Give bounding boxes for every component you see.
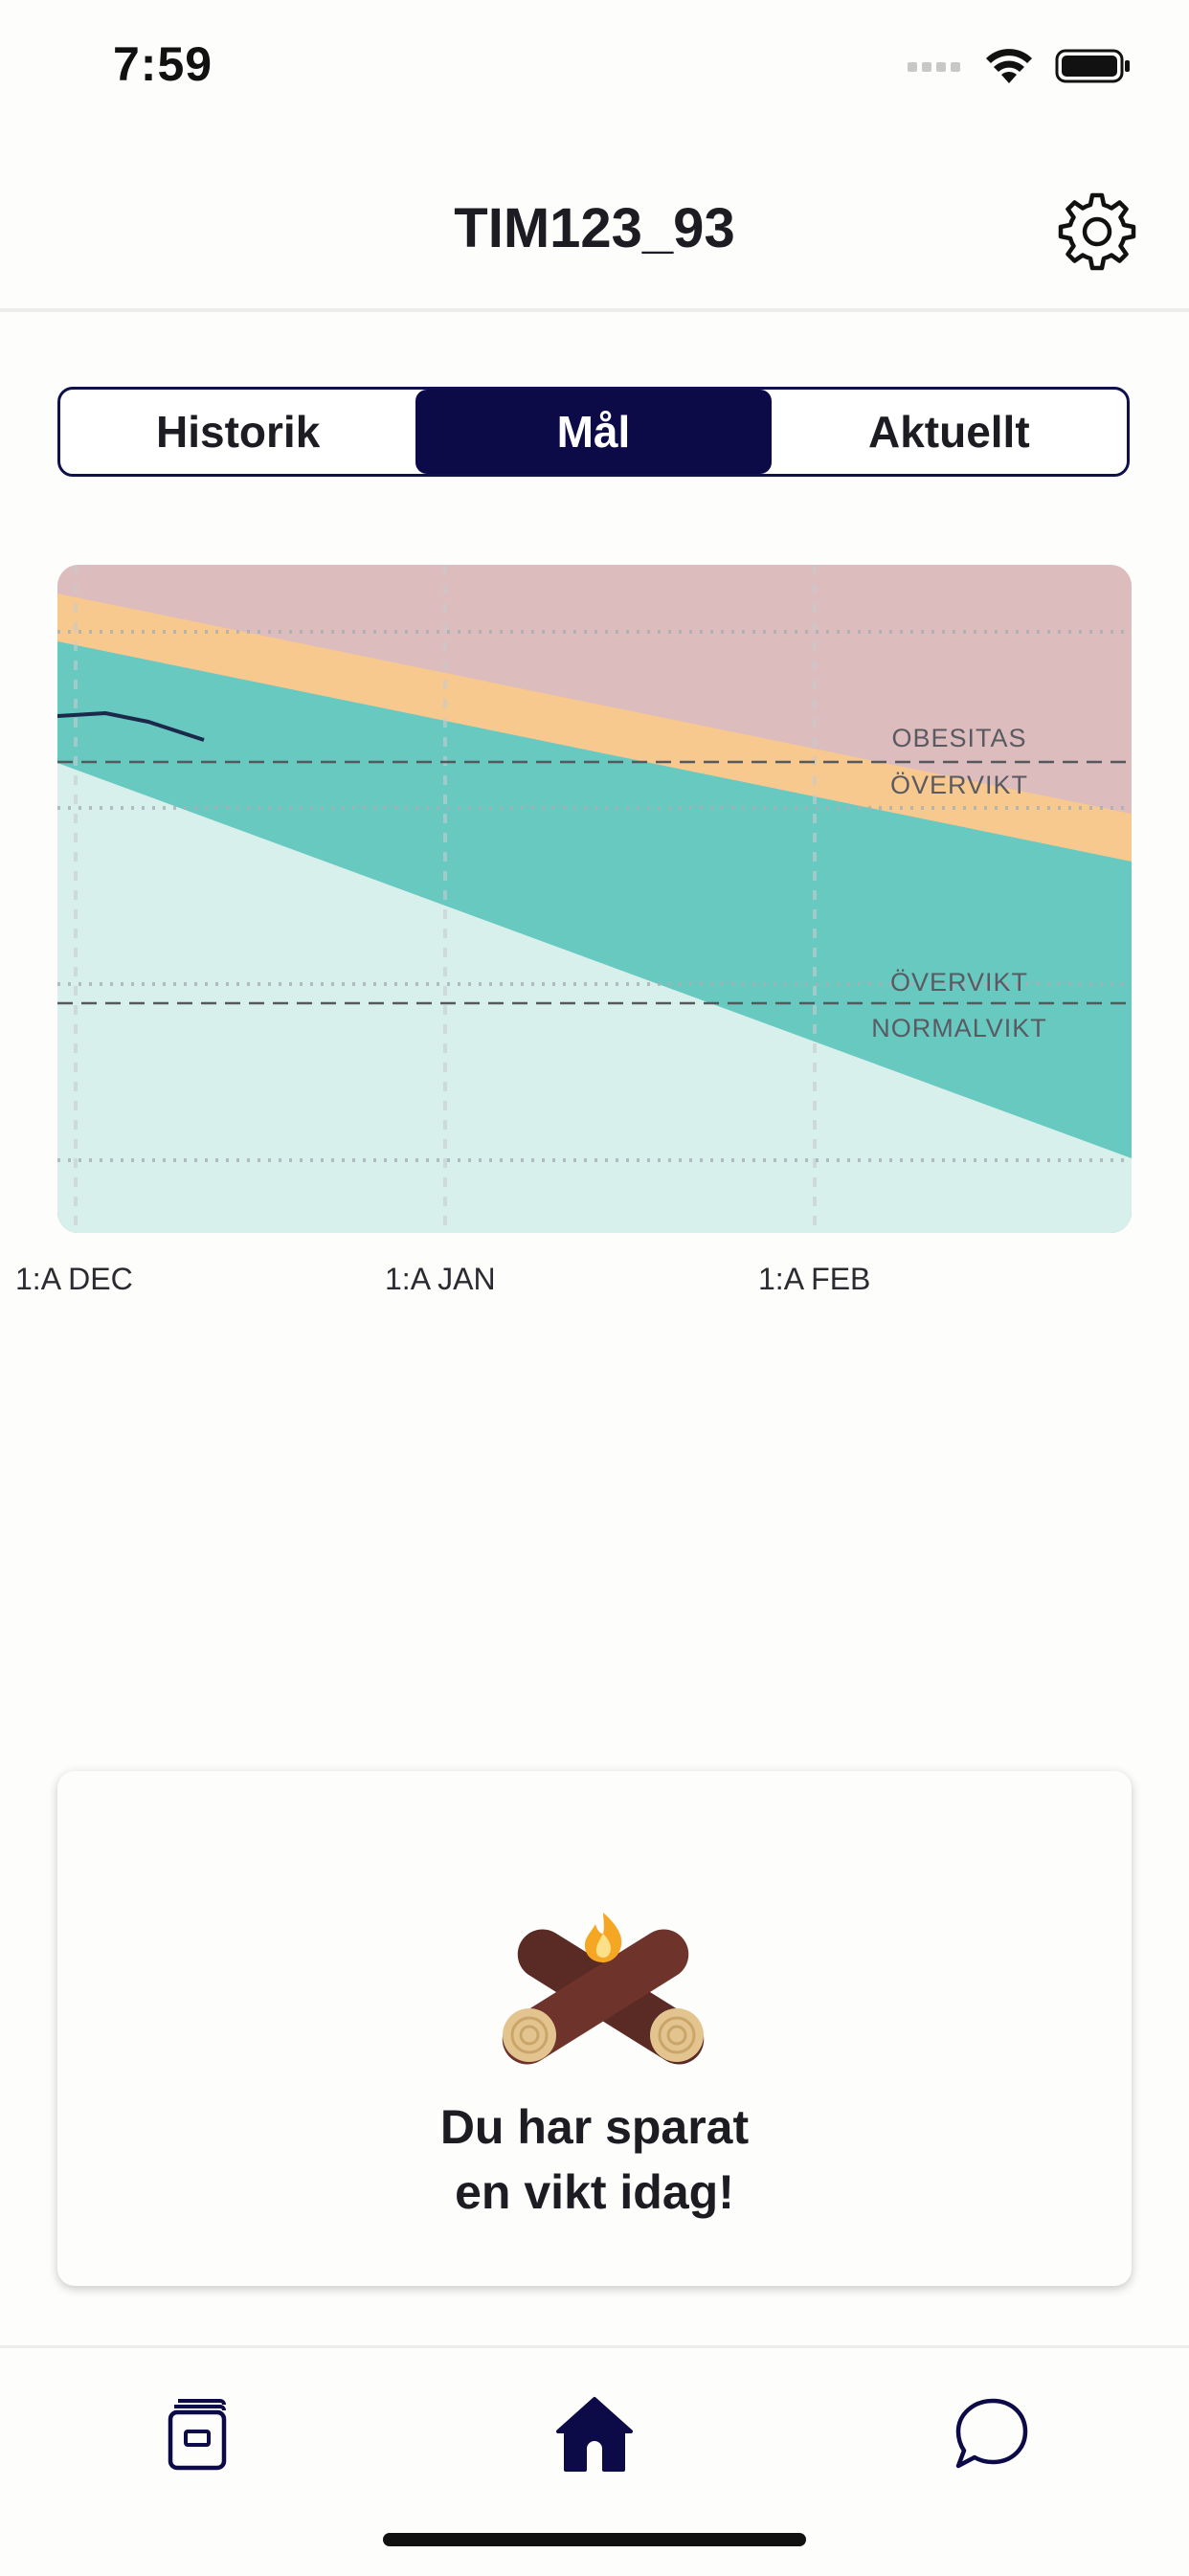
x-label-dec: 1:A DEC: [15, 1262, 133, 1296]
tab-historik[interactable]: Historik: [156, 407, 321, 457]
header: TIM123_93: [0, 144, 1189, 312]
zone-label-normalvikt: NORMALVIKT: [871, 1014, 1047, 1042]
tab-aktuellt[interactable]: Aktuellt: [867, 407, 1030, 457]
saved-message: Du har sparat en vikt idag!: [57, 2094, 1132, 2225]
wifi-icon: [986, 49, 1032, 83]
tab-mal[interactable]: Mål: [415, 390, 772, 474]
normal-zone: [57, 763, 1132, 1233]
status-icons: [908, 42, 1132, 90]
horizontal-gridlines: [57, 630, 1132, 1162]
status-bar: 7:59: [0, 0, 1189, 134]
saved-weight-card: Du har sparat en vikt idag!: [57, 1771, 1132, 2286]
weight-line: [57, 711, 205, 742]
zone-label-overvikt-upper: ÖVERVIKT: [890, 771, 1028, 799]
page-title: TIM123_93: [454, 197, 735, 259]
battery-icon: [1055, 49, 1130, 83]
saved-message-line1: Du har sparat: [439, 2100, 750, 2154]
campfire-icon: [502, 1913, 705, 2065]
status-time: 7:59: [113, 37, 213, 91]
zone-label-overvikt-lower: ÖVERVIKT: [890, 968, 1028, 997]
journal-icon: [168, 2399, 227, 2471]
zone-boundary-lines: [57, 760, 1132, 1005]
view-segmented-control: Historik Mål Aktuellt: [57, 387, 1130, 477]
settings-button[interactable]: [1055, 190, 1139, 274]
zone-label-obesitas: OBESITAS: [891, 724, 1026, 752]
tab-home[interactable]: [542, 2381, 647, 2486]
x-label-feb: 1:A FEB: [758, 1262, 871, 1296]
home-indicator: [383, 2533, 806, 2546]
tab-journal[interactable]: [146, 2381, 251, 2486]
weight-goal-chart: OBESITAS ÖVERVIKT ÖVERVIKT NORMALVIKT: [57, 565, 1132, 1233]
tab-chat[interactable]: [938, 2381, 1043, 2486]
chat-bubble-icon: [955, 2398, 1028, 2469]
cellular-signal-icon: [908, 62, 960, 72]
x-label-jan: 1:A JAN: [385, 1262, 496, 1296]
home-icon: [556, 2397, 633, 2472]
gear-icon: [1058, 192, 1136, 271]
vertical-gridlines: [74, 565, 817, 1233]
chart-x-axis: 1:A DEC 1:A JAN 1:A FEB: [0, 1262, 1189, 1310]
saved-message-line2: en vikt idag!: [455, 2165, 734, 2219]
